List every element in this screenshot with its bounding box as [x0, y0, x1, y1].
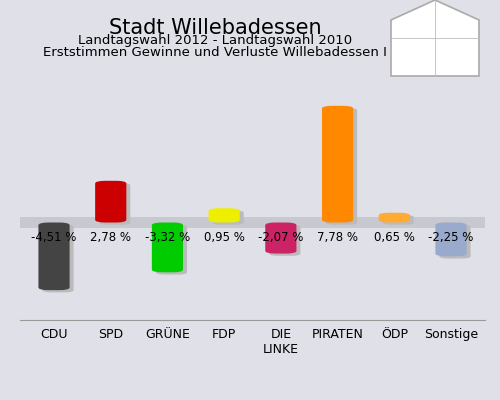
Text: Erststimmen Gewinne und Verluste Willebadessen I: Erststimmen Gewinne und Verluste Willeba…: [43, 46, 387, 59]
FancyBboxPatch shape: [95, 181, 126, 222]
Text: Landtagswahl 2012 - Landtagswahl 2010: Landtagswahl 2012 - Landtagswahl 2010: [78, 34, 352, 47]
Text: -4,51 %: -4,51 %: [32, 231, 76, 244]
FancyBboxPatch shape: [269, 225, 300, 256]
FancyBboxPatch shape: [99, 183, 130, 225]
Text: 0,65 %: 0,65 %: [374, 231, 414, 244]
FancyBboxPatch shape: [152, 222, 183, 272]
Text: 0,95 %: 0,95 %: [204, 231, 244, 244]
FancyBboxPatch shape: [212, 210, 244, 225]
Polygon shape: [391, 0, 479, 76]
FancyBboxPatch shape: [326, 108, 357, 225]
FancyBboxPatch shape: [436, 222, 466, 256]
FancyBboxPatch shape: [322, 106, 353, 222]
Text: Stadt Willebadessen: Stadt Willebadessen: [108, 18, 322, 38]
Text: 7,78 %: 7,78 %: [317, 231, 358, 244]
Text: -2,25 %: -2,25 %: [428, 231, 474, 244]
Text: -3,32 %: -3,32 %: [145, 231, 190, 244]
Text: 2,78 %: 2,78 %: [90, 231, 131, 244]
FancyBboxPatch shape: [42, 225, 74, 292]
FancyBboxPatch shape: [378, 213, 410, 222]
Bar: [20, 217, 485, 228]
FancyBboxPatch shape: [208, 208, 240, 222]
Text: -2,07 %: -2,07 %: [258, 231, 304, 244]
FancyBboxPatch shape: [156, 225, 187, 274]
FancyBboxPatch shape: [38, 222, 70, 290]
FancyBboxPatch shape: [382, 215, 414, 225]
FancyBboxPatch shape: [266, 222, 296, 254]
FancyBboxPatch shape: [440, 225, 470, 258]
